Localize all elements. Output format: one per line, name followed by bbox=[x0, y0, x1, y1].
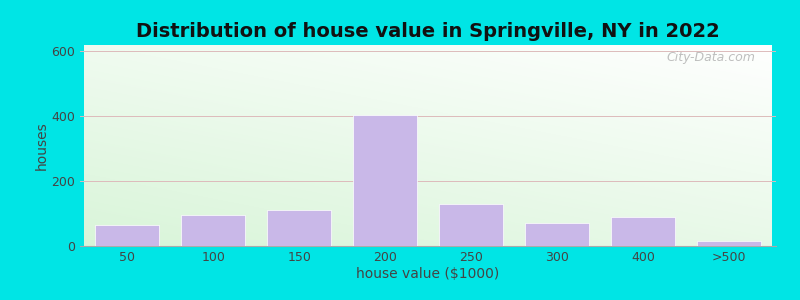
Bar bbox=[95, 225, 159, 246]
Bar bbox=[438, 204, 503, 246]
Bar bbox=[610, 217, 675, 246]
Text: City-Data.com: City-Data.com bbox=[666, 51, 755, 64]
Bar bbox=[267, 210, 331, 246]
Bar bbox=[525, 223, 589, 246]
Title: Distribution of house value in Springville, NY in 2022: Distribution of house value in Springvil… bbox=[136, 22, 720, 41]
Bar bbox=[697, 241, 761, 246]
X-axis label: house value ($1000): house value ($1000) bbox=[356, 267, 500, 280]
Y-axis label: houses: houses bbox=[34, 121, 49, 170]
Bar bbox=[181, 215, 246, 246]
Bar bbox=[353, 115, 418, 246]
